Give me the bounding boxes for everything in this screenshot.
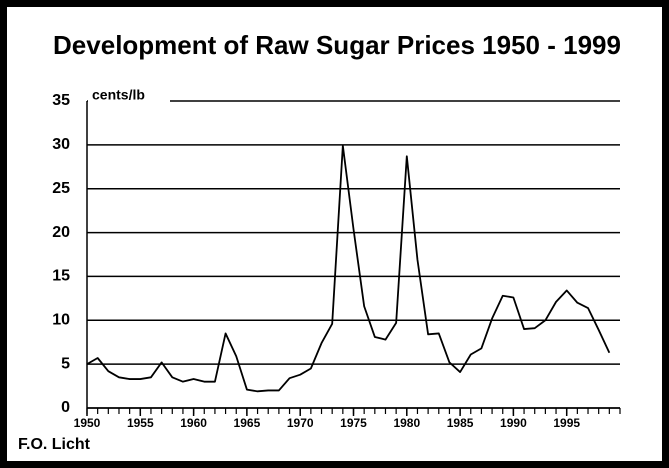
y-axis-label: cents/lb bbox=[92, 87, 145, 103]
x-tick-label: 1970 bbox=[287, 416, 314, 430]
x-tick-label: 1955 bbox=[127, 416, 154, 430]
x-tick-label: 1985 bbox=[447, 416, 474, 430]
source: F.O. Licht bbox=[18, 436, 91, 453]
x-tick-label: 1980 bbox=[393, 416, 420, 430]
x-tick-label: 1965 bbox=[234, 416, 261, 430]
price-line bbox=[86, 144, 611, 393]
y-tick-label: 20 bbox=[52, 224, 70, 241]
chart-title: Development of Raw Sugar Prices 1950 - 1… bbox=[53, 30, 621, 60]
x-tick-label: 1975 bbox=[340, 416, 367, 430]
y-tick-label: 15 bbox=[52, 268, 70, 285]
x-tick-label: 1960 bbox=[180, 416, 207, 430]
x-tick-label: 1990 bbox=[500, 416, 527, 430]
y-tick-label: 25 bbox=[52, 180, 70, 197]
y-tick-label: 10 bbox=[52, 312, 70, 329]
y-tick-label: 0 bbox=[61, 399, 70, 416]
x-tick-label: 1995 bbox=[553, 416, 580, 430]
y-tick-label: 35 bbox=[52, 92, 70, 109]
y-tick-label: 5 bbox=[61, 355, 70, 372]
x-tick-label: 1950 bbox=[74, 416, 101, 430]
y-label-background bbox=[88, 86, 170, 108]
y-tick-label: 30 bbox=[52, 136, 70, 153]
